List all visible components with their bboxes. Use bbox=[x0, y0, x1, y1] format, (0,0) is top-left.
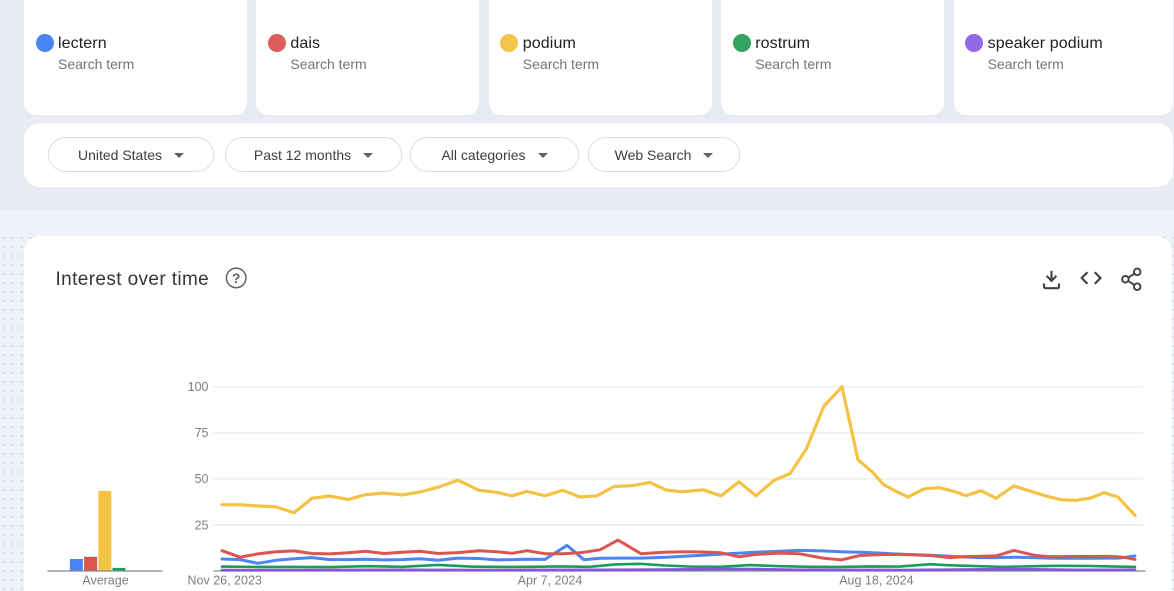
svg-text:25: 25 bbox=[195, 518, 209, 532]
svg-text:?: ? bbox=[232, 270, 241, 286]
svg-text:100: 100 bbox=[188, 380, 209, 394]
svg-text:50: 50 bbox=[195, 472, 209, 486]
svg-text:Nov 26, 2023: Nov 26, 2023 bbox=[188, 574, 262, 588]
svg-text:Apr 7, 2024: Apr 7, 2024 bbox=[518, 574, 583, 588]
svg-text:Average: Average bbox=[82, 574, 128, 588]
svg-text:Aug 18, 2024: Aug 18, 2024 bbox=[839, 574, 913, 588]
svg-text:75: 75 bbox=[195, 426, 209, 440]
